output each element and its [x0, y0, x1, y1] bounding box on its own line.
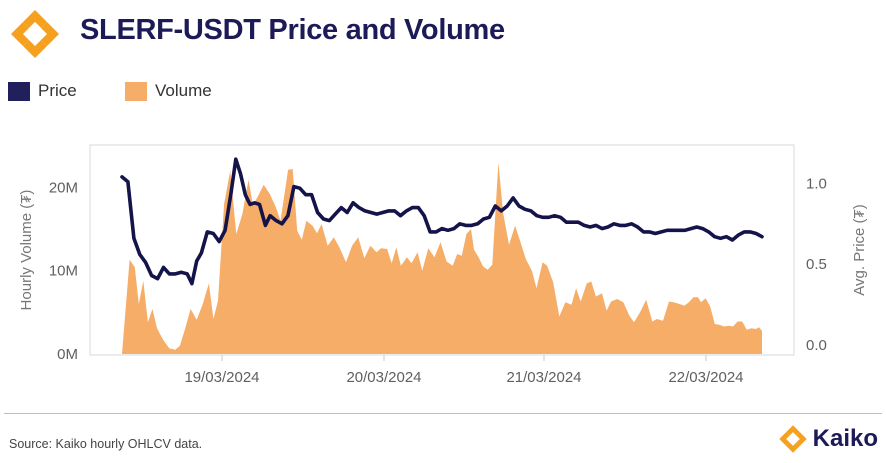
x-tick-label: 21/03/2024: [506, 369, 581, 386]
volume-area-series: [122, 162, 762, 354]
legend-label-price: Price: [38, 81, 77, 100]
legend-label-volume: Volume: [155, 81, 212, 100]
chart-title: SLERF-USDT Price and Volume: [80, 14, 505, 46]
price-line-series: [120, 157, 764, 286]
legend-item-price[interactable]: Price: [8, 81, 77, 101]
x-tick-label: 20/03/2024: [346, 369, 421, 386]
kaiko-logo-icon: [11, 10, 59, 58]
legend-swatch-price: [8, 81, 30, 101]
y-axis-label-left: Hourly Volume (₮): [18, 190, 35, 311]
legend-swatch-volume: [125, 81, 147, 101]
source-note: Source: Kaiko hourly OHLCV data.: [9, 437, 203, 451]
y-left-tick-label: 10M: [49, 263, 78, 280]
y-axis-label-right: Avg. Price (₮): [851, 204, 868, 295]
footer-brand: Kaiko: [777, 423, 878, 455]
footer-divider: [4, 413, 882, 414]
brand-name: Kaiko: [812, 425, 878, 452]
y-right-tick-label: 0.5: [806, 256, 827, 273]
x-tick-label: 22/03/2024: [668, 369, 743, 386]
y-left-tick-label: 20M: [49, 179, 78, 196]
y-right-tick-label: 0.0: [806, 337, 827, 354]
x-tick-label: 19/03/2024: [184, 369, 259, 386]
y-right-tick-label: 1.0: [806, 175, 827, 192]
price-volume-chart: 0M 10M 20M 0.0 0.5 1.0 19/03/2024 20/03/2024 21/…: [18, 144, 868, 386]
legend-item-volume[interactable]: Volume: [125, 81, 212, 101]
kaiko-logo-icon: [778, 425, 807, 453]
plot-area: [89, 144, 795, 356]
y-left-tick-label: 0M: [57, 346, 78, 363]
